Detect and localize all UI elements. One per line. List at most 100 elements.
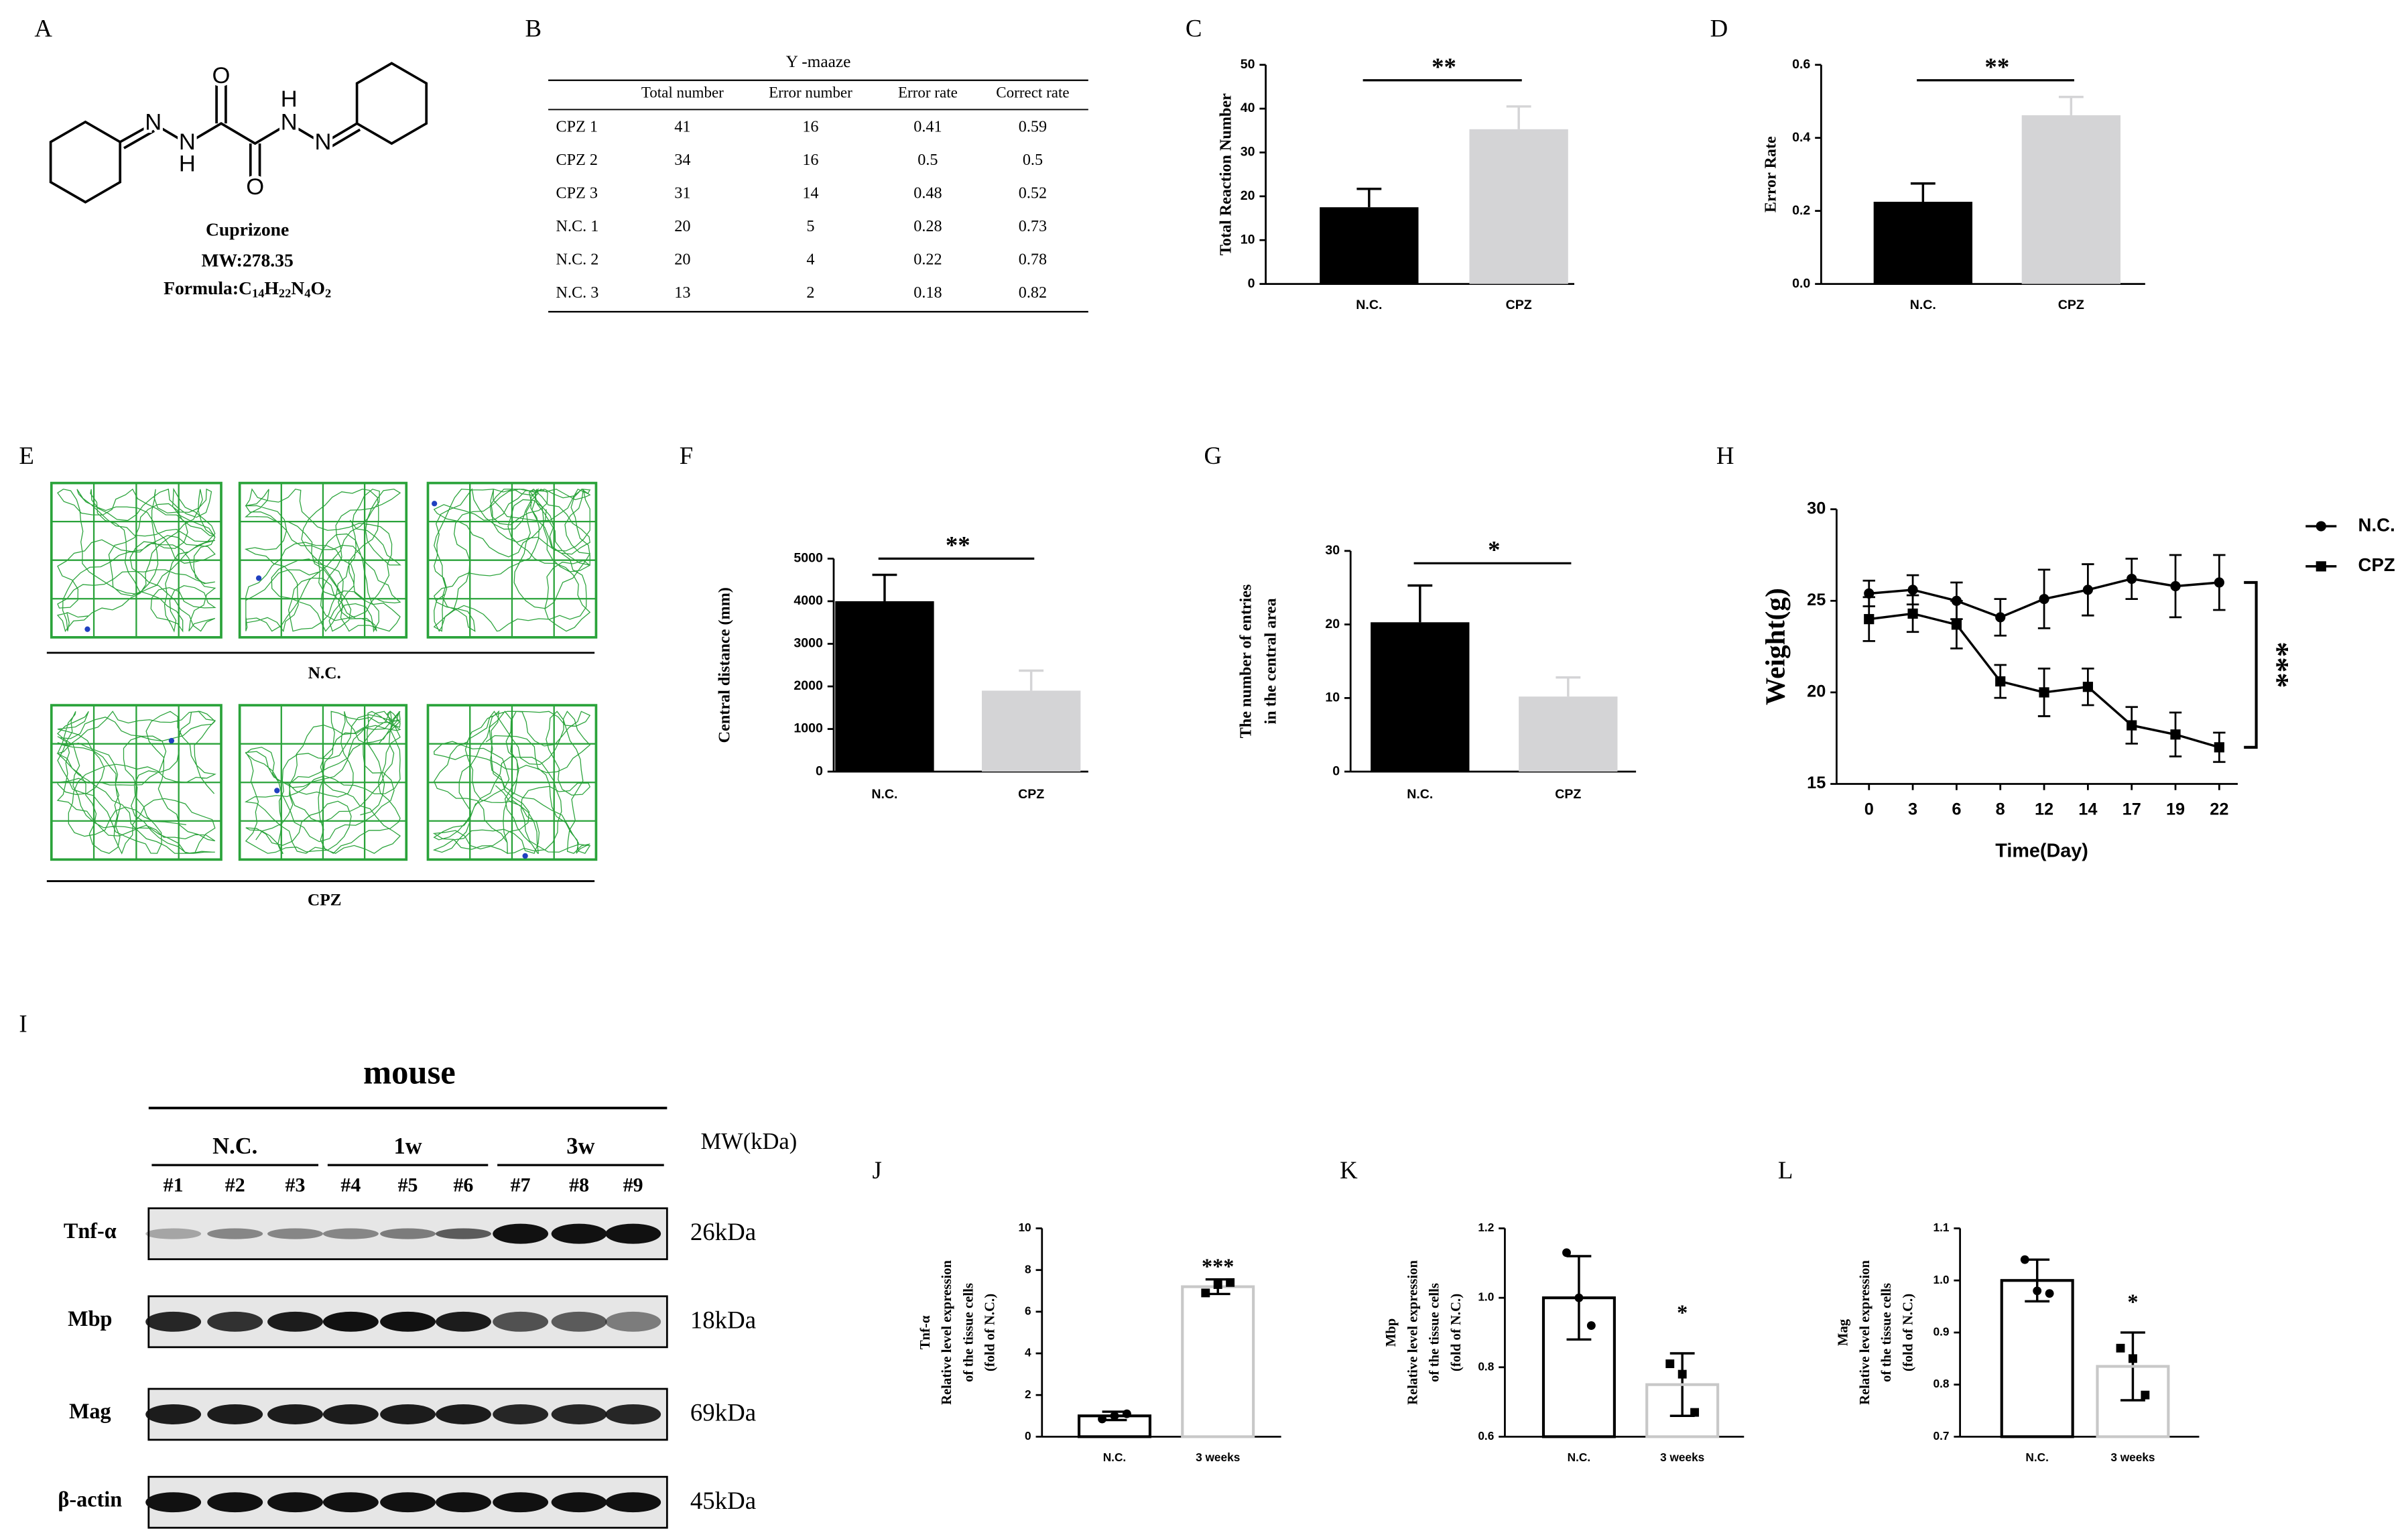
mw-header: MW(kDa) [700,1129,797,1154]
marker [2316,521,2326,532]
x-tick-label: 3 weeks [1196,1451,1240,1464]
y-tick-label: 0.8 [1478,1359,1494,1373]
formula-count: 14 [252,287,264,300]
table-cell: 0.78 [1019,251,1047,269]
marker [2082,682,2093,692]
y-tick-label: 1.0 [1933,1273,1949,1286]
marker [1226,1278,1235,1287]
marker [1907,585,1918,595]
y-axis-label: Weight(g) [1759,588,1791,705]
y-axis-label: (fold of N.C.) [1901,1294,1915,1371]
marker [2039,687,2049,698]
lane-label: #2 [225,1174,245,1196]
bar [2096,1365,2170,1438]
y-tick-label: 0.4 [1792,130,1810,145]
legend-label: N.C. [2358,514,2395,535]
band [322,1492,379,1513]
band [493,1492,549,1513]
marker [2020,1255,2029,1264]
x-tick-label: N.C. [1103,1451,1127,1464]
y-axis-label: Relative level expression [940,1260,954,1405]
track-end [84,626,90,632]
bar [1519,696,1618,772]
molecular-weight: MW:278.35 [201,250,293,271]
marker [2214,742,2224,753]
x-tick-label: 3 [1908,800,1917,818]
track-end [522,853,528,859]
y-tick-label: 2 [1025,1388,1031,1401]
bar [981,690,1081,772]
y-tick-label: 50 [1241,57,1255,72]
column-header: Error number [769,84,852,101]
marker [2170,729,2181,740]
y-tick-label: 1.1 [1933,1221,1949,1234]
formula-count: 22 [279,287,291,300]
table-cell: 20 [674,217,690,235]
column-header: Correct rate [996,84,1069,101]
x-tick-label: 8 [1996,800,2005,818]
table-cell: 41 [674,118,690,136]
y-axis-label: Tnf-α [918,1315,933,1349]
significance: * [1488,536,1500,564]
atom-label: O [212,63,231,88]
y-axis-label: The number of entries [1237,585,1255,739]
marker [2214,577,2224,588]
protein-label: Mbp [68,1306,112,1331]
y-axis-label: Relative level expression [1858,1260,1873,1405]
band [436,1228,491,1239]
band [380,1404,436,1424]
atom-label: O [246,174,264,200]
y-tick-label: 0.2 [1792,203,1810,218]
y-axis-label: Central distance (mm) [715,587,733,743]
y-tick-label: 10 [1325,690,1340,705]
column-header: Total number [641,84,724,101]
track-end [168,737,175,744]
panel-letter: H [1716,442,1734,469]
band [380,1311,436,1332]
lane-label: #1 [164,1174,184,1196]
formula-prefix: Formula: [164,278,239,298]
y-tick-label: 20 [1325,617,1340,631]
mw-label: 45kDa [690,1487,756,1514]
x-tick-label: N.C. [1568,1451,1591,1464]
y-tick-label: 0.9 [1933,1325,1949,1339]
formula-element: O [310,278,324,298]
x-tick-label: N.C. [1356,298,1382,312]
table-cell: 0.73 [1019,217,1047,235]
lane-label: #5 [398,1174,418,1196]
y-tick-label: 10 [1018,1221,1031,1234]
table-cell: 0.41 [913,118,942,136]
band [605,1404,661,1424]
marker [1665,1359,1675,1369]
table-cell: 34 [674,151,690,169]
formula: Formula:C14H22N4O2 [164,278,331,300]
y-axis-label: of the tissue cells [1428,1283,1442,1382]
significance: *** [1202,1254,1234,1278]
atom-label: H [179,151,196,176]
formula-element: H [264,278,279,298]
band [267,1311,323,1332]
bar [1320,207,1419,284]
y-tick-label: 5000 [794,551,823,566]
y-tick-label: 0 [816,763,823,778]
significance: ** [946,532,970,559]
marker [2127,720,2137,731]
bar [1645,1383,1720,1438]
y-tick-label: 4 [1025,1346,1031,1359]
legend-label: CPZ [2358,554,2395,575]
marker [1690,1408,1700,1417]
track-end [255,575,262,581]
atom-label: H [281,86,298,112]
band [436,1311,491,1332]
band [436,1404,491,1424]
band [322,1404,379,1424]
marker [2039,593,2049,605]
band [605,1492,661,1513]
marker [1907,608,1918,619]
panel-letter: K [1340,1156,1358,1184]
bar [1873,202,1972,284]
table-cell: N.C. 1 [556,217,599,235]
y-axis-label: in the central area [1261,598,1279,724]
y-axis-label: of the tissue cells [1879,1283,1894,1382]
